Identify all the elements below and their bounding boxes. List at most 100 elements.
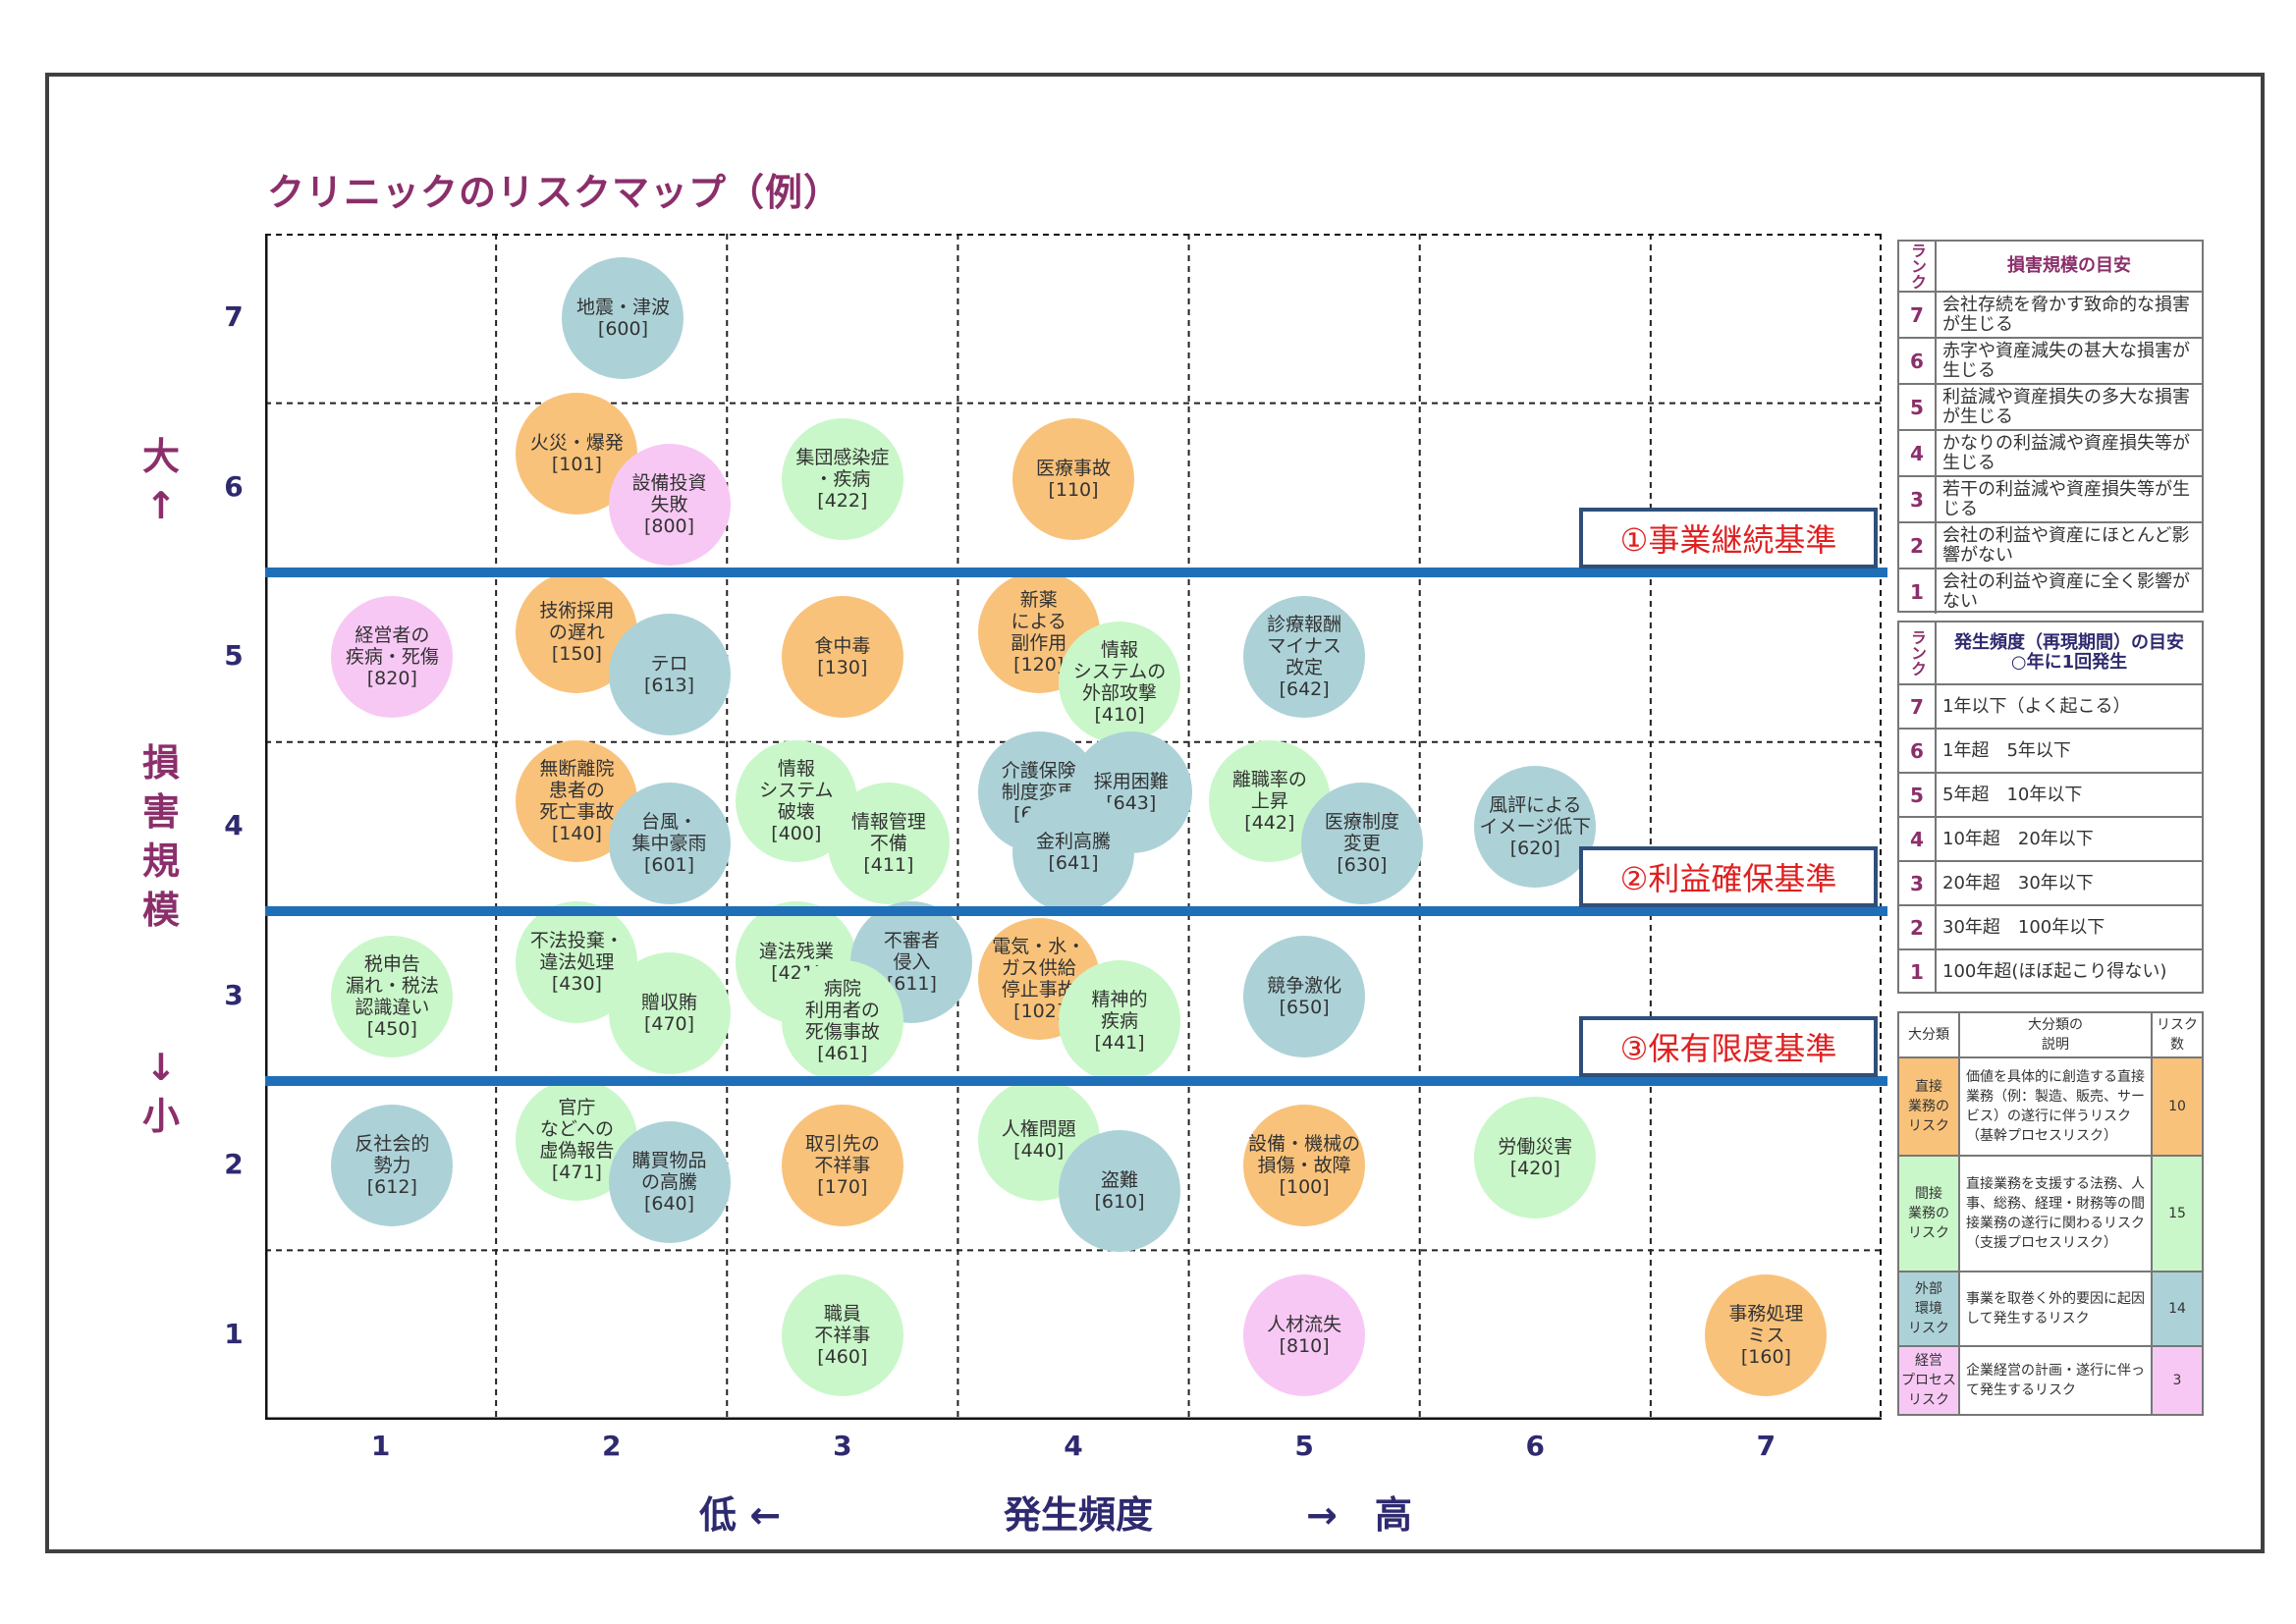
damage-scale-table: ランク 損害規模の目安 7 会社存続を脅かす致命的な損害が生じる 6 赤字や資産減失の甚大… — [1897, 240, 2204, 614]
table-row: 4 10年超 20年以下 — [1899, 816, 2202, 860]
category-header-cell: 大分類の 説明 — [1960, 1013, 2153, 1056]
risk-bubble-label: テロ [613] — [643, 652, 695, 696]
risk-bubble-label: 採用困難 [643] — [1093, 771, 1169, 815]
table-row: 1 100年超(ほぼ起こり得ない) — [1899, 948, 2202, 993]
chart-title: クリニックのリスクマップ（例） — [267, 171, 843, 214]
risk-bubble: 診療報酬 マイナス 改定 [642] — [1243, 596, 1366, 719]
table-title: 発生頻度（再現期間）の目安 ○年に1回発生 — [1954, 632, 2184, 673]
risk-bubble-label: 地震・津波 [600] — [575, 297, 670, 341]
category-description: 企業経営の計画・遂行に伴って発生するリスク — [1960, 1347, 2153, 1414]
table-row: 6 赤字や資産減失の甚大な損害が生じる — [1899, 337, 2202, 383]
threshold-label: ②利益確保基準 — [1579, 846, 1878, 908]
y-axis-label: 損害規模 — [132, 738, 191, 935]
risk-bubble: 設備投資 失敗 [800] — [608, 444, 731, 567]
risk-bubble: 経営者の 疾病・死傷 [820] — [331, 596, 454, 719]
risk-bubble: 食中毒 [130] — [781, 596, 903, 719]
risk-bubble: 職員 不祥事 [460] — [781, 1273, 903, 1396]
threshold-line — [265, 568, 1887, 578]
risk-bubble: 労働災害 [420] — [1474, 1096, 1597, 1218]
risk-bubble-label: 職員 不祥事 [460] — [814, 1302, 871, 1368]
category-count: 14 — [2168, 1301, 2186, 1317]
risk-bubble-label: 不審者 侵入 [611] — [883, 930, 940, 996]
table-row: 6 1年超 5年以下 — [1899, 728, 2202, 772]
table-row: 3 若干の利益減や資産損失等が生じる — [1899, 475, 2202, 521]
risk-bubble: 贈収賄 [470] — [608, 951, 731, 1074]
description-cell: 会社の利益や資産にほとんど影響がない — [1942, 524, 2190, 566]
description-cell: 1年以下（よく起こる） — [1942, 695, 2131, 717]
risk-bubble: 病院 利用者の 死傷事故 [461] — [781, 960, 903, 1083]
y-tick-label: 4 — [224, 809, 244, 841]
rank-cell: 4 — [1899, 431, 1937, 475]
risk-bubble-label: 設備投資 失敗 [800] — [631, 472, 707, 538]
threshold-line — [265, 1075, 1887, 1086]
risk-bubble-label: 盗難 [610] — [1094, 1169, 1145, 1214]
risk-bubble: 台風・ 集中豪雨 [601] — [608, 783, 731, 905]
risk-category-table: 大分類 大分類の 説明 リスク 数直接 業務の リスク 価値を具体的に創造する直接業務… — [1897, 1011, 2204, 1416]
risk-bubble-label: 風評による イメージ低下 [620] — [1479, 794, 1592, 859]
risk-bubble: 設備・機械の 損傷・故障 [100] — [1243, 1105, 1366, 1227]
table-row: 7 1年以下（よく起こる） — [1899, 683, 2202, 728]
category-description: 直接業務を支援する法務、人事、総務、経理・財務等の間接業務の遂行に関わるリスク（… — [1960, 1157, 2153, 1271]
y-axis-label-char: 規 — [141, 839, 180, 883]
description-cell: 赤字や資産減失の甚大な損害が生じる — [1942, 340, 2190, 381]
risk-bubble-label: 官庁 などへの 虚偽報告 [471] — [539, 1097, 615, 1184]
risk-bubble-label: 経営者の 疾病・死傷 [820] — [345, 624, 439, 690]
y-tick-label: 3 — [224, 978, 244, 1011]
threshold-line — [265, 906, 1887, 917]
rank-cell: 2 — [1899, 906, 1937, 948]
risk-bubble-label: 食中毒 [130] — [814, 635, 871, 679]
rank-cell: 2 — [1899, 523, 1937, 568]
y-axis-caption-bottom: ↓ 小 — [132, 1043, 191, 1141]
description-cell: 100年超(ほぼ起こり得ない) — [1942, 960, 2167, 982]
table-title: 損害規模の目安 — [2007, 255, 2131, 276]
y-axis-caption: 大 ↑ — [132, 432, 191, 530]
category-header-cell: 大分類 — [1899, 1013, 1960, 1056]
category-row: 外部 環境 リスク 事業を取巻く外的要因に起因して発生するリスク 14 — [1899, 1271, 2202, 1345]
category-count: 15 — [2168, 1206, 2186, 1221]
category-count: 3 — [2172, 1373, 2182, 1388]
risk-bubble-label: 医療制度 変更 [630] — [1324, 811, 1399, 877]
y-tick-label: 1 — [224, 1317, 244, 1350]
rank-cell: 3 — [1899, 862, 1937, 904]
risk-bubble-label: 集団感染症 ・疾病 [422] — [795, 447, 890, 513]
risk-bubble-label: 新薬 による 副作用 [120] — [1011, 588, 1067, 676]
category-name: 経営 プロセス リスク — [1899, 1347, 1960, 1414]
y-tick-label: 2 — [224, 1148, 244, 1181]
table-row: 2 会社の利益や資産にほとんど影響がない — [1899, 521, 2202, 568]
category-header-cell: リスク 数 — [2157, 1017, 2198, 1053]
risk-bubble-label: 取引先の 不祥事 [170] — [804, 1133, 880, 1199]
category-row: 直接 業務の リスク 価値を具体的に創造する直接業務（例：製造、販売、サービス）の… — [1899, 1056, 2202, 1155]
risk-bubble-label: 離職率の 上昇 [442] — [1231, 769, 1307, 835]
x-tick-label: 6 — [1525, 1430, 1546, 1462]
risk-bubble-label: 違法残業 [421] — [758, 941, 834, 985]
risk-bubble: 税申告 漏れ・税法 認識違い [450] — [331, 935, 454, 1057]
table-row: 3 20年超 30年以下 — [1899, 860, 2202, 904]
risk-bubble-label: 台風・ 集中豪雨 [601] — [631, 811, 707, 877]
y-axis-label-char: 損 — [141, 741, 180, 785]
rank-cell: 5 — [1899, 385, 1937, 429]
table-row: 1 会社の利益や資産に全く影響がない — [1899, 568, 2202, 614]
description-cell: 会社の利益や資産に全く影響がない — [1942, 570, 2190, 612]
description-cell: かなりの利益減や資産損失等が生じる — [1942, 432, 2190, 473]
y-tick-label: 5 — [224, 639, 244, 673]
risk-bubble-label: 医療事故 [110] — [1035, 458, 1111, 502]
category-name: 外部 環境 リスク — [1899, 1272, 1960, 1345]
risk-bubble: 取引先の 不祥事 [170] — [781, 1105, 903, 1227]
x-tick-label: 4 — [1064, 1430, 1083, 1462]
risk-bubble: 競争激化 [650] — [1243, 935, 1366, 1057]
risk-bubble-label: 電気・水・ ガス供給 停止事故 [102] — [992, 936, 1086, 1023]
y-axis-bottom: 小 — [141, 1095, 180, 1138]
risk-bubble-label: 設備・機械の 損傷・故障 [100] — [1248, 1133, 1361, 1199]
frequency-scale-table: ランク 発生頻度（再現期間）の目安 ○年に1回発生 7 1年以下（よく起こる） 6 1年超… — [1897, 621, 2204, 994]
risk-map-grid — [265, 234, 1882, 1420]
risk-bubble-label: 労働災害 [420] — [1498, 1135, 1573, 1179]
y-axis-label-char: 害 — [141, 790, 180, 834]
description-cell: 若干の利益減や資産損失等が生じる — [1942, 478, 2190, 519]
risk-bubble-label: 病院 利用者の 死傷事故 [461] — [804, 978, 880, 1065]
risk-bubble-label: 税申告 漏れ・税法 認識違い [450] — [345, 952, 439, 1040]
description-cell: 利益減や資産損失の多大な損害が生じる — [1942, 386, 2190, 427]
y-tick-label: 7 — [224, 300, 244, 334]
description-cell: 30年超 100年以下 — [1942, 916, 2105, 938]
category-description: 価値を具体的に創造する直接業務（例：製造、販売、サービス）の遂行に伴うリスク（基… — [1960, 1058, 2153, 1155]
risk-bubble-label: 競争激化 [650] — [1267, 974, 1342, 1018]
